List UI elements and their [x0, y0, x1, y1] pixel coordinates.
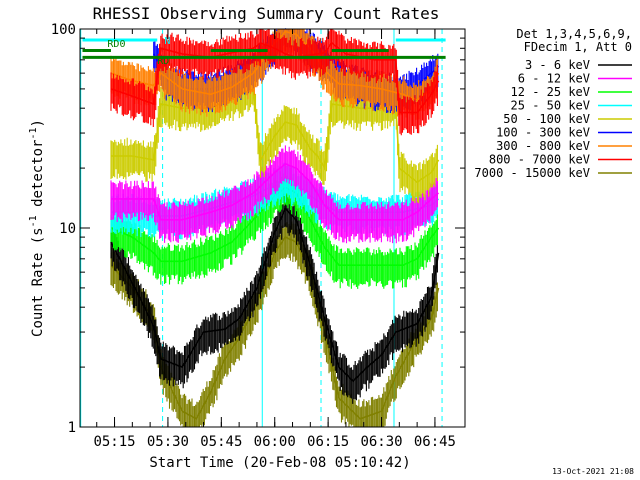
flag-label-n: N: [164, 36, 170, 47]
legend-label-7: 800 - 7000 keV: [489, 153, 590, 167]
x-tick-label: 06:00: [254, 434, 296, 450]
footer-date: 13-Oct-2021 21:08: [552, 467, 634, 476]
legend-label-4: 50 - 100 keV: [503, 112, 590, 126]
series-7000-15000kev-line: [110, 236, 440, 420]
series-50-100kev-line: [111, 87, 440, 184]
legend-header-line-2: FDecim 1, Att 0: [524, 40, 632, 54]
x-tick-label: 06:15: [307, 434, 349, 450]
series-800-7000kev-line: [110, 41, 440, 114]
legend-label-5: 100 - 300 keV: [496, 126, 590, 140]
x-axis: 05:15 05:30 05:45 06:00 06:15 06:30 06:45: [93, 29, 456, 450]
flag-label-rd: RD: [157, 56, 169, 67]
legend-label-1: 6 - 12 keV: [518, 72, 590, 86]
chart-title: RHESSI Observing Summary Count Rates: [93, 4, 440, 23]
flag-label-rd0: RD0: [107, 39, 125, 50]
legend-label-8: 7000 - 15000 keV: [474, 166, 590, 180]
x-tick-label: 05:15: [93, 434, 135, 450]
x-axis-label: Start Time (20-Feb-08 05:10:42): [149, 455, 410, 471]
legend-label-2: 12 - 25 keV: [511, 85, 590, 99]
plot-area: RD0 N RD: [80, 28, 446, 427]
x-tick-label: 06:45: [414, 434, 456, 450]
y-tick-label: 100: [51, 22, 76, 38]
y-tick-label: 10: [59, 221, 76, 237]
legend-label-3: 25 - 50 keV: [511, 99, 590, 113]
x-tick-label: 06:30: [360, 434, 402, 450]
y-axis: 1 10 100: [51, 22, 465, 436]
series-6-12kev-line: [111, 162, 440, 221]
legend: Det 1,3,4,5,6,9, FDecim 1, Att 0 3 - 6 k…: [474, 27, 632, 180]
legend-label-6: 300 - 800 keV: [496, 139, 590, 153]
y-tick-label: 1: [68, 420, 76, 436]
series-3-6kev-line: [110, 207, 440, 383]
legend-header-line-1: Det 1,3,4,5,6,9,: [516, 27, 632, 41]
legend-label-0: 3 - 6 keV: [525, 58, 590, 72]
x-tick-label: 05:30: [147, 434, 189, 450]
x-tick-label: 05:45: [200, 434, 242, 450]
y-axis-label: Count Rate (s-1 detector-1): [28, 119, 46, 337]
